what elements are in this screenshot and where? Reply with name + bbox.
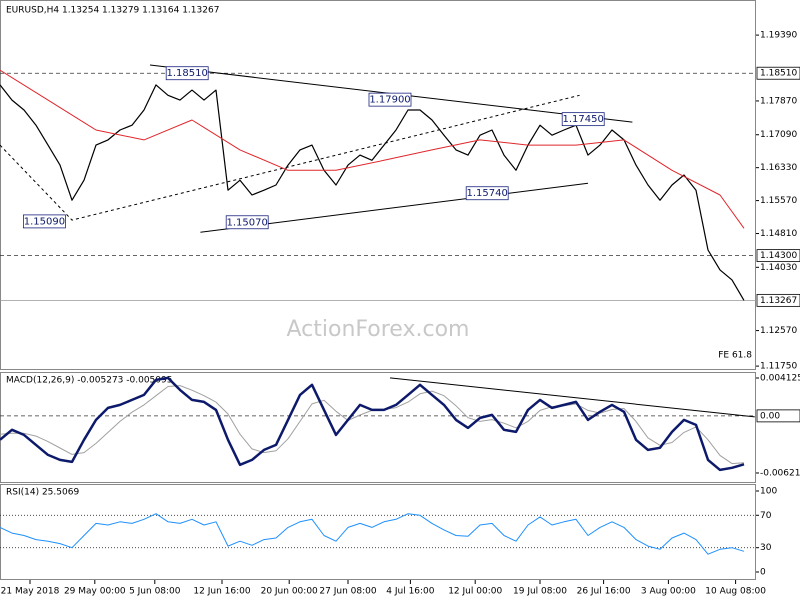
rsi-panel — [0, 484, 756, 580]
y-tick-label: 30 — [760, 543, 772, 553]
annotation-label: 1.15070 — [227, 217, 268, 228]
x-tick-label: 5 Jun 08:00 — [129, 587, 181, 597]
rsi-title: RSI(14) 25.5069 — [6, 488, 79, 498]
level-label-box — [756, 409, 800, 423]
series-line — [0, 84, 745, 301]
y-tick-label: 1.11750 — [760, 362, 797, 372]
watermark: ActionForex.com — [287, 317, 470, 342]
macd-panel — [0, 372, 756, 483]
y-tick-label: 1.14030 — [760, 263, 797, 273]
x-tick-label: 27 Jun 08:00 — [319, 587, 376, 597]
y-tick-label: 1.17870 — [760, 96, 797, 106]
x-tick-label: 12 Jul 00:00 — [448, 587, 502, 597]
x-tick-label: 29 May 00:00 — [64, 587, 126, 597]
series-line — [0, 376, 745, 472]
y-tick-label: 0.004125 — [760, 374, 800, 384]
fe-note: FE 61.8 — [718, 351, 752, 361]
series-line — [0, 385, 745, 465]
y-tick-label: 70 — [760, 511, 772, 521]
x-tick-label: 26 Jul 16:00 — [577, 587, 631, 597]
annotation-box — [465, 186, 509, 201]
x-tick-label: 3 Aug 00:00 — [641, 587, 696, 597]
annotation-label: 1.15740 — [467, 188, 508, 199]
x-tick-label: 4 Jul 16:00 — [386, 587, 435, 597]
annotation-label: 1.17900 — [369, 95, 410, 106]
y-tick-label: 0 — [760, 567, 766, 577]
trend-line — [389, 377, 755, 418]
x-tick-label: 21 May 2018 — [1, 587, 60, 597]
y-tick-label: -0.006218 — [760, 468, 800, 478]
y-tick-label: 1.17090 — [760, 130, 797, 140]
annotation-box — [561, 112, 605, 127]
y-tick-label: 1.16330 — [760, 163, 797, 173]
x-tick-label: 12 Jun 16:00 — [193, 587, 250, 597]
y-tick-label: 1.19390 — [760, 31, 797, 41]
price-title: EURUSD,H4 1.13254 1.13279 1.13164 1.1326… — [6, 6, 219, 16]
y-tick-label: 1.12570 — [760, 326, 797, 336]
annotation-label: 1.18510 — [167, 68, 208, 79]
annotation-box — [225, 215, 269, 230]
x-tick-label: 10 Aug 08:00 — [705, 587, 766, 597]
x-tick-label: 20 Jun 00:00 — [261, 587, 318, 597]
level-label-box — [756, 66, 800, 80]
annotation-label: 1.15090 — [24, 216, 65, 227]
level-label: 0.00 — [760, 411, 780, 421]
level-label: 1.18510 — [760, 69, 797, 79]
y-tick-label: 100 — [760, 486, 777, 496]
series-line — [0, 69, 745, 229]
annotation-box — [165, 66, 209, 81]
trend-line — [0, 94, 580, 221]
level-label: 1.13267 — [760, 296, 797, 306]
price-panel — [0, 0, 756, 370]
level-label-box — [756, 293, 800, 307]
y-tick-label: 1.14810 — [760, 229, 797, 239]
x-tick-label: 19 Jul 08:00 — [513, 587, 567, 597]
annotation-box — [368, 92, 412, 107]
level-label: 1.14300 — [760, 251, 797, 261]
annotation-label: 1.17450 — [563, 114, 604, 125]
y-tick-label: 1.15570 — [760, 196, 797, 206]
annotation-box — [22, 214, 66, 229]
series-line — [0, 513, 745, 555]
macd-title: MACD(12,26,9) -0.005273 -0.005095 — [6, 376, 172, 386]
level-label-box — [756, 249, 800, 263]
